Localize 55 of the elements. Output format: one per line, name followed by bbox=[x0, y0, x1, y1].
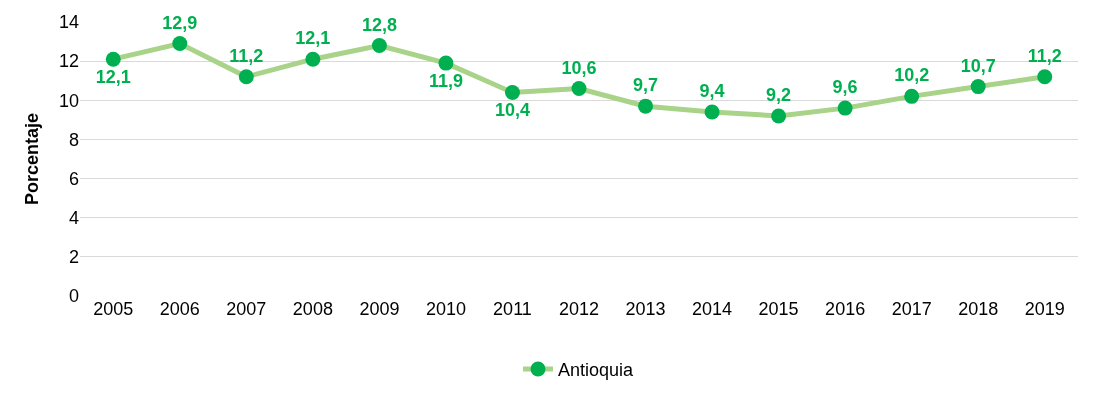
y-tick-label: 14 bbox=[58, 12, 79, 33]
data-label: 9,2 bbox=[766, 85, 792, 106]
y-tick-label: 0 bbox=[68, 286, 79, 307]
x-tick-label: 2007 bbox=[226, 299, 267, 319]
x-tick-label: 2018 bbox=[958, 299, 999, 319]
point bbox=[371, 37, 387, 53]
data-label: 11,2 bbox=[229, 45, 264, 66]
x-tick-label: 2006 bbox=[159, 299, 200, 319]
point bbox=[105, 51, 121, 67]
x-tick-label: 2013 bbox=[625, 299, 666, 319]
data-label: 12,1 bbox=[95, 67, 131, 88]
point bbox=[305, 51, 321, 67]
data-label: 9,4 bbox=[699, 81, 725, 102]
data-label: 10,2 bbox=[894, 65, 930, 86]
point bbox=[172, 36, 188, 52]
data-label: 9,6 bbox=[832, 77, 858, 98]
x-tick-label: 2016 bbox=[825, 299, 866, 319]
point bbox=[771, 108, 787, 124]
data-label: 12,9 bbox=[162, 12, 198, 33]
point bbox=[504, 84, 520, 100]
x-tick-label: 2005 bbox=[93, 299, 134, 319]
x-tick-label: 2011 bbox=[493, 299, 532, 319]
y-tick-label: 8 bbox=[68, 129, 79, 150]
point bbox=[970, 79, 986, 95]
data-label: 11,9 bbox=[428, 70, 463, 91]
data-label: 11,2 bbox=[1027, 45, 1062, 66]
x-tick-label: 2015 bbox=[758, 299, 799, 319]
point bbox=[904, 88, 920, 104]
x-tick-label: 2012 bbox=[558, 299, 600, 319]
data-label: 12,8 bbox=[361, 14, 397, 35]
y-axis-title: Porcentaje bbox=[22, 112, 43, 206]
y-tick-label: 10 bbox=[58, 90, 79, 111]
point bbox=[571, 81, 587, 97]
legend-label: Antioquia bbox=[558, 360, 635, 381]
point bbox=[837, 100, 853, 116]
y-tick-label: 2 bbox=[68, 247, 79, 268]
data-label: 12,1 bbox=[295, 28, 331, 49]
data-label: 10,7 bbox=[960, 55, 996, 76]
x-tick-label: 2019 bbox=[1024, 299, 1065, 319]
y-tick-label: 12 bbox=[58, 51, 79, 72]
point bbox=[438, 55, 454, 71]
data-label: 10,4 bbox=[494, 100, 530, 121]
x-tick-label: 2014 bbox=[692, 299, 733, 319]
y-tick-label: 4 bbox=[68, 208, 79, 229]
y-tick-label: 6 bbox=[68, 168, 79, 189]
x-tick-label: 2009 bbox=[359, 299, 400, 319]
data-label: 10,6 bbox=[561, 57, 597, 78]
point bbox=[704, 104, 720, 120]
point bbox=[638, 98, 654, 114]
data-label: 9,7 bbox=[633, 75, 659, 96]
x-tick-label: 2017 bbox=[891, 299, 932, 319]
x-tick-label: 2008 bbox=[292, 299, 333, 319]
x-tick-label: 2010 bbox=[425, 299, 466, 319]
point bbox=[238, 69, 254, 85]
point bbox=[1037, 69, 1053, 85]
